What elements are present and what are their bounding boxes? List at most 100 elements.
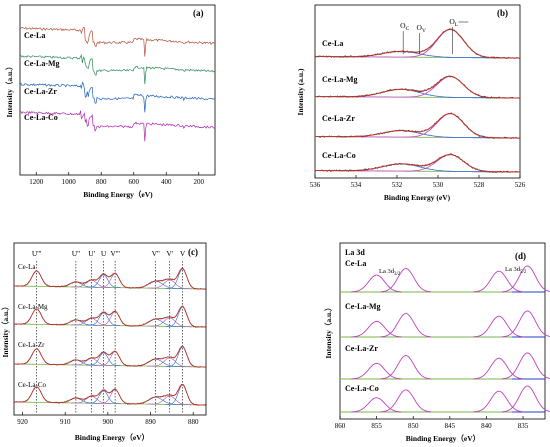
series-label: Ce-La-Co	[24, 113, 58, 122]
peak-annotation: OC	[400, 21, 409, 32]
plot-frame	[314, 4, 521, 179]
peak-annotation: La 3d5/2	[505, 266, 527, 275]
x-tick-label: 600	[129, 178, 140, 186]
peak-label: U'''	[32, 249, 42, 258]
peak-label: V''	[152, 249, 161, 258]
chart-panel-c: (c) U''' U'' U' U V''' V'' V' V 920 910 900 890 880…	[0, 242, 207, 442]
chart-title: La 3d	[345, 248, 365, 257]
y-axis-label: Intensity (a.u.)	[296, 68, 305, 115]
x-tick-label: 800	[96, 178, 107, 186]
peak-label: V	[180, 249, 186, 258]
fit-component	[380, 313, 432, 338]
series-label: Ce-La-Zr	[322, 114, 355, 123]
x-axis-label: Binding Energy (eV)	[384, 193, 451, 202]
fit-envelope	[14, 345, 206, 368]
peak-label: U	[101, 249, 107, 258]
fit-component	[380, 389, 432, 413]
fit-envelope	[315, 113, 520, 139]
series-label: Ce-La-Mg	[345, 302, 381, 311]
x-tick-label: 1200	[29, 178, 44, 186]
fit-envelope	[14, 305, 206, 328]
fit-component	[501, 265, 550, 293]
series-label: Ce-La	[345, 259, 366, 268]
x-tick-label: 534	[351, 181, 362, 189]
series-label: Ce-La-Co	[18, 381, 46, 389]
x-tick-label: 880	[188, 418, 199, 426]
x-tick-label: 860	[335, 422, 346, 430]
fit-component	[147, 395, 192, 406]
x-tick-label: 528	[474, 181, 485, 189]
fit-component	[86, 390, 121, 404]
series-label: Ce-La-Co	[345, 384, 379, 393]
series-label: Ce-La-Zr	[24, 87, 57, 96]
fit-envelope	[315, 75, 520, 99]
plot-frame	[19, 4, 216, 176]
x-tick-label: 900	[103, 418, 114, 426]
x-tick-label: 200	[194, 178, 205, 186]
panel-label-d: (d)	[515, 251, 526, 261]
fit-component	[473, 390, 525, 413]
fit-component	[351, 320, 402, 338]
series-label: Ce-La-Mg	[18, 303, 48, 311]
series-label: Ce-La-Zr	[18, 341, 45, 349]
fit-component	[501, 385, 550, 413]
y-axis-label: Intensity（a.u.）	[323, 303, 333, 358]
series-label: Ce-La	[24, 31, 45, 40]
x-tick-label: 1000	[62, 178, 77, 186]
raw-spectrum	[314, 28, 521, 59]
fit-envelope	[315, 154, 520, 173]
peak-annotation: OV	[417, 23, 426, 34]
x-axis-label: Binding Energy（eV)	[83, 189, 153, 199]
series-label: Ce-La-Mg	[322, 75, 358, 84]
fit-envelope	[315, 28, 520, 59]
fit-component	[473, 357, 525, 380]
peak-annotation: La 3d3/2	[379, 268, 401, 277]
fit-component	[86, 274, 121, 288]
x-tick-label: 536	[310, 181, 321, 189]
x-axis-label: Binding Energy（eV）	[406, 433, 480, 443]
x-axis-label: Binding Energy（eV）	[75, 432, 149, 442]
fit-component	[501, 310, 550, 338]
series-label: Ce-La-Mg	[24, 59, 60, 68]
x-tick-label: 840	[481, 422, 492, 430]
series-label: Ce-La-Co	[322, 151, 356, 160]
plot-frame	[13, 242, 207, 416]
fit-component	[351, 362, 402, 380]
peak-annotation: OL	[449, 17, 458, 28]
x-tick-label: 400	[161, 178, 172, 186]
spectrum-line	[19, 110, 216, 142]
panel-label-a: (a)	[193, 8, 204, 18]
series-label: Ce-La	[18, 263, 36, 271]
fit-component	[380, 268, 432, 293]
chart-panel-d: (d) La 3d 860 855 850 845 840 835 La 3d3/2 La …	[323, 242, 550, 443]
peak-label: U'	[88, 249, 95, 258]
x-tick-label: 845	[445, 422, 456, 430]
peak-label: U''	[72, 249, 81, 258]
plot-frame	[339, 242, 546, 420]
chart-panel-a: (a) 1200 1000 800 600 400 200 Binding Energy（…	[4, 4, 216, 199]
x-tick-label: 855	[371, 422, 382, 430]
x-tick-label: 835	[518, 422, 529, 430]
spectrum-line	[19, 81, 216, 113]
fit-component	[147, 279, 192, 290]
spectrum-line	[19, 26, 216, 57]
fit-component	[473, 315, 525, 338]
fit-envelope	[14, 267, 206, 290]
y-axis-label: Intensity（a.u.）	[0, 302, 10, 357]
fit-component	[501, 352, 550, 380]
x-tick-label: 530	[433, 181, 444, 189]
peak-label: V'	[166, 249, 173, 258]
spectrum-line	[19, 54, 216, 85]
x-tick-label: 890	[145, 418, 156, 426]
fit-envelope	[14, 383, 206, 406]
chart-panel-b: (b) 536 534 532 530 528 526 OC OV OL Binding En…	[296, 4, 526, 202]
x-tick-label: 910	[60, 418, 71, 426]
x-tick-label: 920	[17, 418, 28, 426]
fit-component	[86, 352, 121, 366]
fit-component	[86, 312, 121, 326]
panel-label-c: (c)	[188, 247, 198, 257]
x-tick-label: 850	[408, 422, 419, 430]
peak-label: V'''	[110, 249, 120, 258]
fit-component	[351, 274, 402, 293]
series-label: Ce-La-Zr	[345, 344, 378, 353]
